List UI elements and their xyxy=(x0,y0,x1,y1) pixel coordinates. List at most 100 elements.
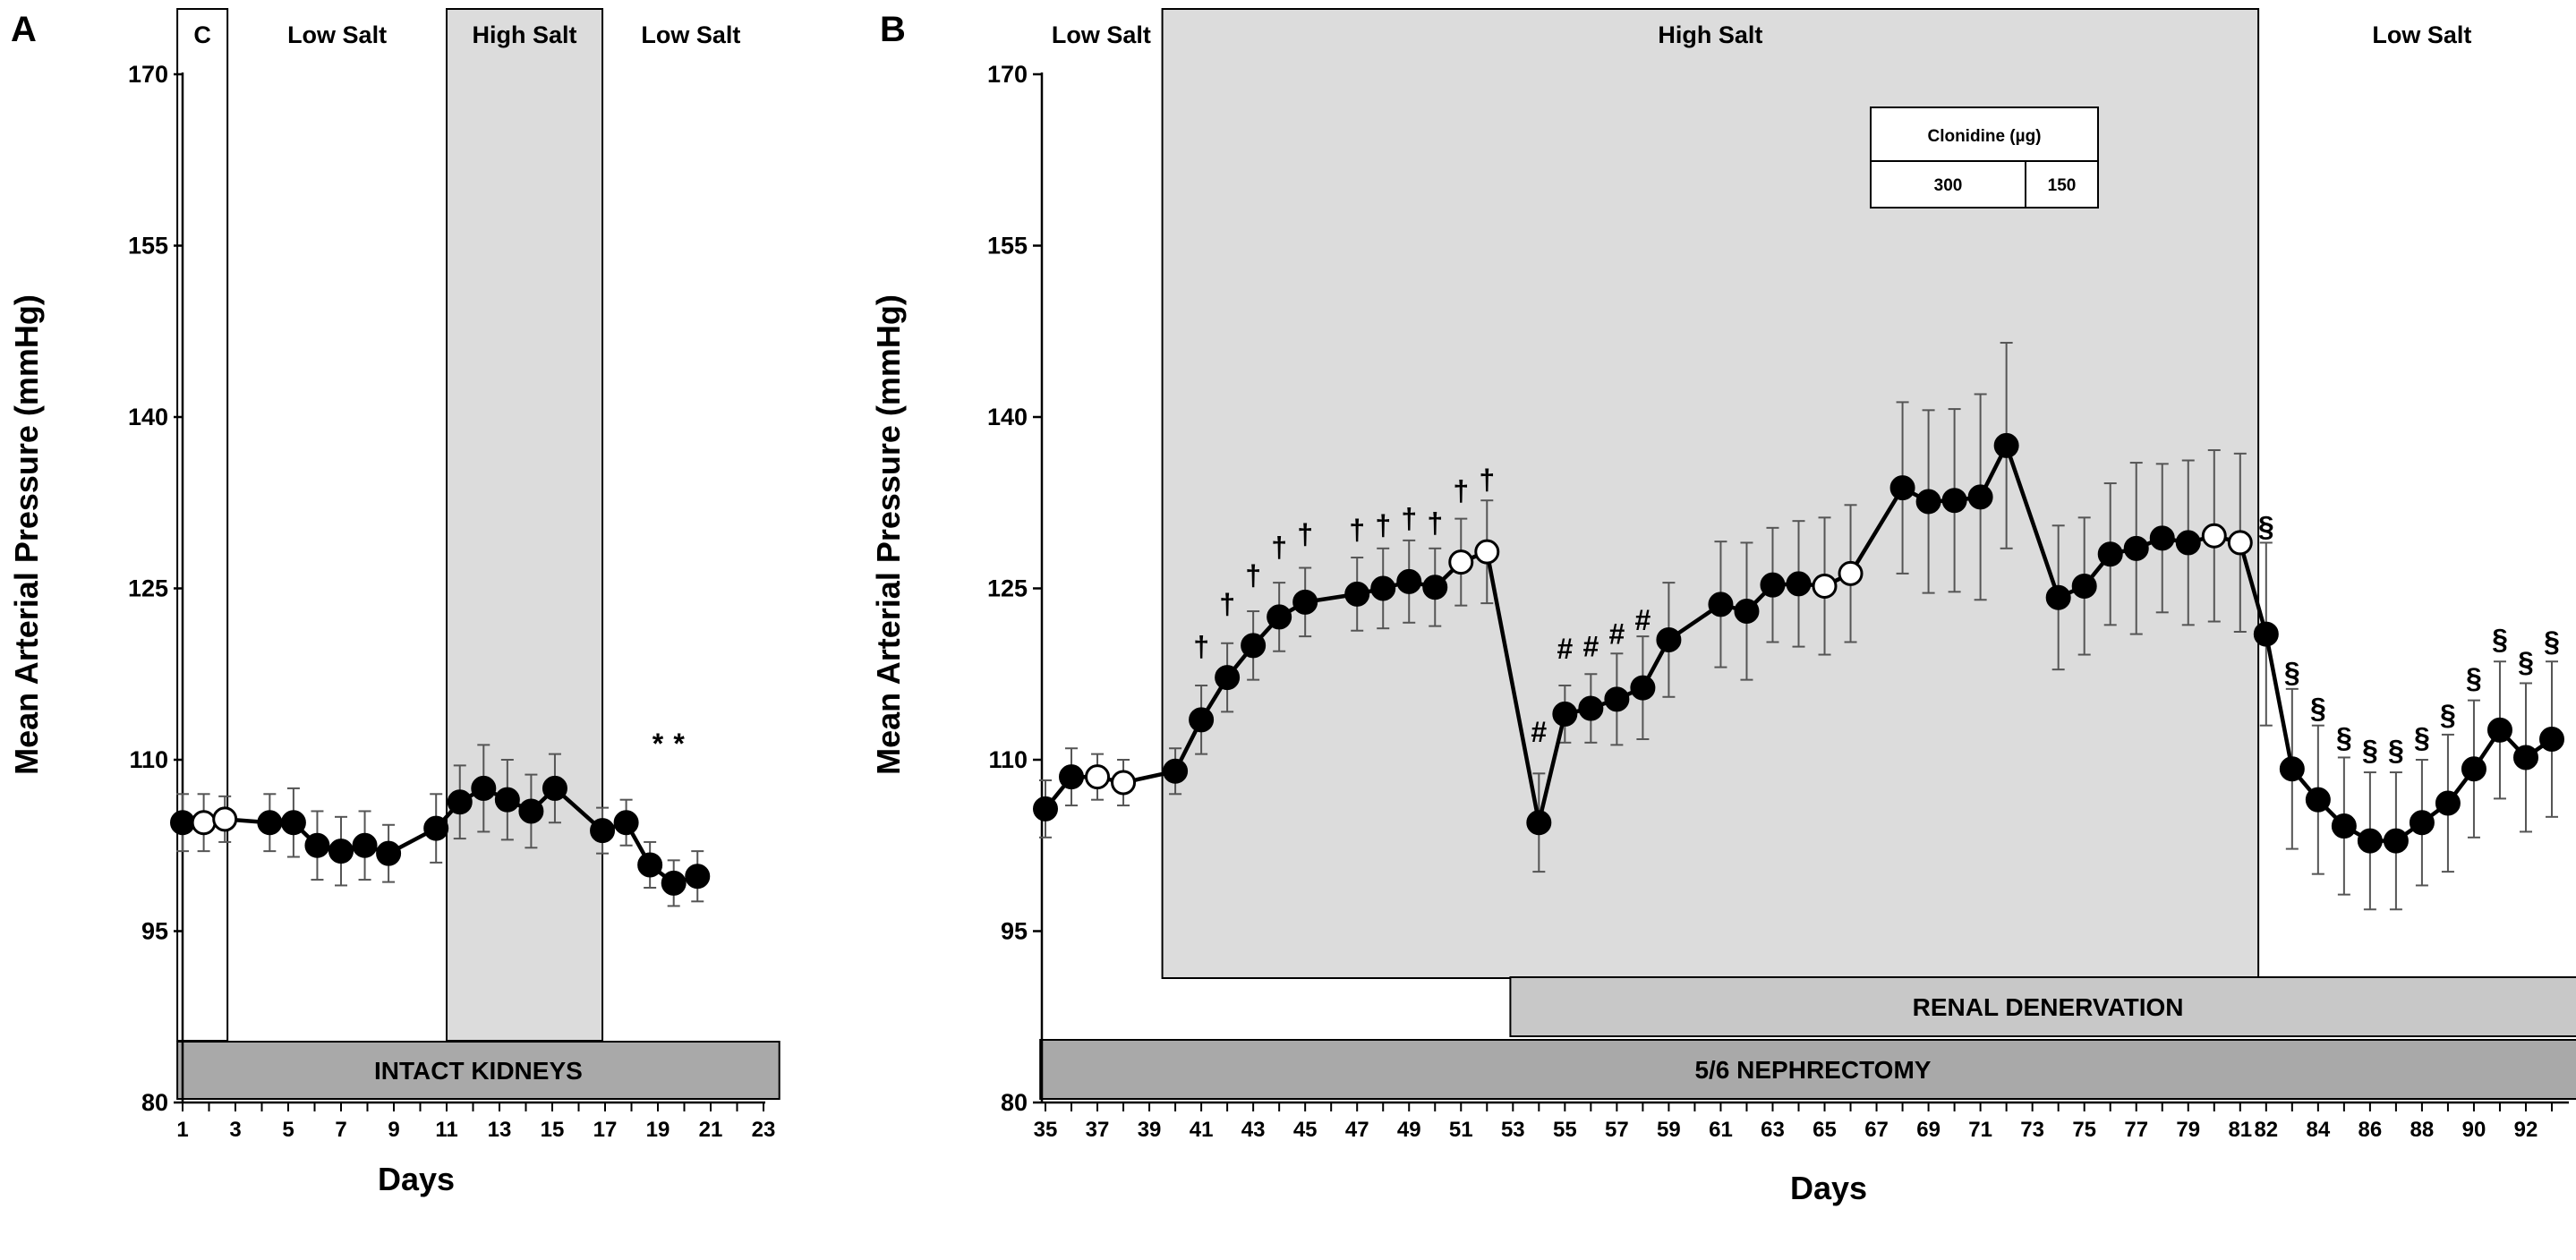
x-tick-label: 84 xyxy=(2306,1118,2330,1142)
data-point xyxy=(1370,575,1396,601)
y-tick-label: 140 xyxy=(128,404,168,430)
x-tick-label: 55 xyxy=(1553,1118,1577,1142)
condition-bar-label-0: INTACT KIDNEYS xyxy=(374,1057,583,1085)
data-point xyxy=(1993,432,2019,458)
data-point xyxy=(170,810,195,836)
x-tick-label: 21 xyxy=(699,1118,723,1142)
significance-marker: § xyxy=(2284,657,2300,689)
significance-marker: § xyxy=(2310,692,2326,724)
y-tick-label: 125 xyxy=(128,575,168,602)
y-tick-label: 170 xyxy=(987,61,1028,88)
data-point xyxy=(1422,575,1448,600)
x-tick-label: 65 xyxy=(1813,1118,1837,1142)
significance-marker: # xyxy=(1634,604,1651,636)
significance-marker: † xyxy=(1401,502,1417,534)
x-tick-label: 86 xyxy=(2358,1118,2383,1142)
significance-marker: † xyxy=(1453,475,1469,507)
significance-marker: † xyxy=(1219,588,1235,620)
significance-marker: § xyxy=(2492,624,2508,656)
data-point xyxy=(2461,756,2486,782)
x-tick-label: 75 xyxy=(2072,1118,2096,1142)
data-point xyxy=(1760,572,1786,598)
data-point xyxy=(637,852,663,878)
data-point xyxy=(2539,727,2564,753)
y-tick-label: 140 xyxy=(987,404,1028,430)
x-tick-label: 19 xyxy=(646,1118,670,1142)
significance-marker: † xyxy=(1375,509,1391,541)
significance-marker: § xyxy=(2362,735,2378,767)
data-point-open xyxy=(2227,530,2253,556)
x-tick-label: 51 xyxy=(1449,1118,1473,1142)
significance-marker: † xyxy=(1193,630,1209,662)
data-point xyxy=(1941,488,1967,514)
phase-region-2 xyxy=(446,8,604,1042)
y-tick-label: 95 xyxy=(141,918,168,945)
significance-marker: † xyxy=(1479,464,1495,496)
x-tick-label: 47 xyxy=(1345,1118,1369,1142)
data-point xyxy=(2331,813,2357,839)
data-point xyxy=(1786,571,1812,597)
data-point-open xyxy=(1474,539,1500,565)
y-tick-label: 155 xyxy=(987,233,1028,260)
x-tick-label: 92 xyxy=(2514,1118,2538,1142)
data-point xyxy=(2175,530,2201,556)
data-point-open xyxy=(1838,560,1864,586)
data-point xyxy=(1215,665,1241,691)
significance-marker: † xyxy=(1427,507,1443,539)
x-tick-label: 1 xyxy=(176,1118,188,1142)
x-tick-label: 3 xyxy=(229,1118,241,1142)
x-tick-label: 82 xyxy=(2254,1118,2278,1142)
x-axis-label: Days xyxy=(1790,1170,1867,1206)
x-tick-label: 73 xyxy=(2020,1118,2044,1142)
x-tick-label: 81 xyxy=(2228,1118,2252,1142)
x-axis-label: Days xyxy=(378,1161,455,1197)
data-point xyxy=(494,787,520,813)
phase-label-1: Low Salt xyxy=(287,21,387,48)
significance-marker: † xyxy=(1297,518,1313,550)
data-point xyxy=(304,832,330,858)
panel-a: C Low Salt High Salt Low Salt INTACT KIDNEYS… xyxy=(8,8,780,1197)
data-point xyxy=(376,840,402,866)
data-point xyxy=(1059,764,1085,790)
x-tick-label: 88 xyxy=(2410,1118,2435,1142)
significance-marker: * xyxy=(653,728,664,760)
legend-title: Clonidine (µg) xyxy=(1927,127,2041,146)
data-point-open xyxy=(1111,770,1137,796)
y-tick-label: 110 xyxy=(129,746,168,773)
x-tick-label: 61 xyxy=(1709,1118,1733,1142)
data-point xyxy=(2071,573,2097,599)
x-tick-label: 9 xyxy=(388,1118,399,1142)
significance-marker: § xyxy=(2518,646,2534,678)
x-tick-label: 11 xyxy=(435,1118,457,1142)
data-point-open xyxy=(1812,573,1838,599)
x-tick-label: 49 xyxy=(1397,1118,1421,1142)
condition-bar-label-1: 5/6 NEPHRECTOMY xyxy=(1694,1056,1931,1084)
data-point xyxy=(1578,695,1604,721)
significance-marker: § xyxy=(2388,735,2404,767)
data-point xyxy=(685,864,711,890)
data-point xyxy=(447,789,473,815)
data-point xyxy=(1344,581,1370,607)
significance-marker: # xyxy=(1582,630,1599,662)
data-point xyxy=(1889,475,1915,501)
x-tick-label: 59 xyxy=(1657,1118,1681,1142)
data-point xyxy=(1163,758,1189,784)
data-point xyxy=(2045,584,2071,610)
panel-letter: A xyxy=(11,10,37,49)
x-tick-label: 43 xyxy=(1241,1118,1266,1142)
significance-marker: † xyxy=(1349,514,1365,546)
significance-marker: * xyxy=(673,728,685,760)
x-tick-label: 17 xyxy=(593,1118,618,1142)
data-point-open xyxy=(1448,549,1474,575)
x-tick-label: 35 xyxy=(1034,1118,1058,1142)
data-point xyxy=(1915,489,1941,515)
y-tick-label: 170 xyxy=(128,61,168,88)
x-tick-label: 39 xyxy=(1138,1118,1162,1142)
data-point xyxy=(2149,525,2175,551)
data-point xyxy=(2123,535,2149,561)
data-point xyxy=(1526,810,1552,836)
data-point xyxy=(2512,745,2538,770)
data-point xyxy=(1241,633,1267,659)
data-point xyxy=(423,815,449,841)
